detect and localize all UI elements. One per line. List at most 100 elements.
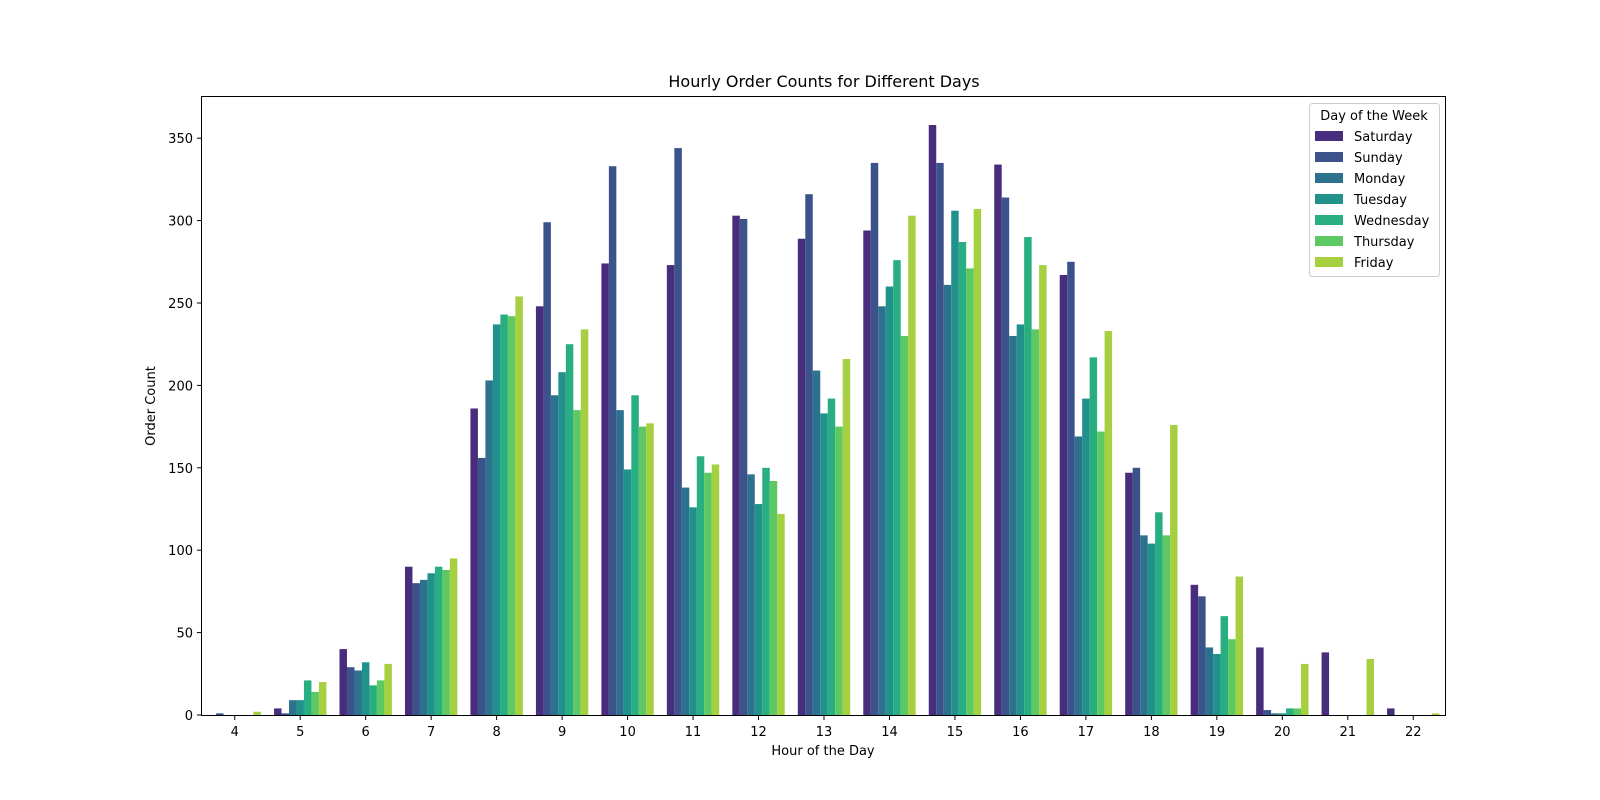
x-tick-label: 9	[558, 725, 566, 740]
x-tick-label: 7	[427, 725, 435, 740]
chart-title: Hourly Order Counts for Different Days	[668, 72, 979, 91]
bar-saturday-hour-5	[274, 708, 282, 715]
bar-saturday-hour-10	[601, 263, 609, 715]
bar-friday-hour-11	[711, 464, 720, 715]
bar-friday-hour-16	[1039, 265, 1047, 715]
bar-tuesday-hour-5	[296, 700, 304, 715]
y-tick-label: 50	[176, 627, 193, 642]
legend-label-friday: Friday	[1354, 256, 1394, 271]
bar-friday-hour-20	[1301, 663, 1309, 715]
bar-saturday-hour-9	[535, 306, 544, 715]
bar-tuesday-hour-13	[820, 413, 828, 715]
bar-friday-hour-10	[646, 423, 654, 715]
bar-monday-hour-19	[1205, 647, 1214, 715]
x-tick-label: 4	[231, 725, 239, 740]
legend-swatch-saturday	[1315, 131, 1343, 141]
bar-wednesday-hour-18	[1155, 512, 1163, 715]
x-tick-label: 20	[1274, 725, 1291, 740]
bar-friday-hour-19	[1235, 576, 1244, 715]
bar-wednesday-hour-14	[893, 260, 901, 715]
bar-wednesday-hour-10	[631, 395, 639, 715]
bar-friday-hour-5	[318, 682, 327, 715]
bar-sunday-hour-12	[739, 218, 748, 715]
legend-swatch-sunday	[1315, 152, 1343, 162]
x-tick-label: 22	[1405, 725, 1422, 740]
bar-monday-hour-13	[812, 370, 821, 715]
bar-tuesday-hour-18	[1147, 543, 1156, 715]
bar-monday-hour-6	[354, 670, 362, 715]
bar-tuesday-hour-20	[1278, 713, 1287, 715]
y-axis-label: Order Count	[144, 366, 159, 446]
bar-tuesday-hour-17	[1082, 398, 1090, 715]
bar-saturday-hour-13	[797, 238, 806, 716]
x-tick-label: 21	[1340, 725, 1357, 740]
bar-wednesday-hour-15	[958, 242, 967, 715]
bar-thursday-hour-13	[835, 426, 843, 715]
bar-tuesday-hour-7	[427, 573, 435, 715]
bar-wednesday-hour-5	[303, 680, 312, 715]
x-tick-label: 13	[816, 725, 833, 740]
bar-friday-hour-22	[1431, 713, 1440, 715]
bar-sunday-hour-5	[281, 713, 289, 715]
bar-monday-hour-12	[747, 474, 755, 715]
bar-thursday-hour-11	[704, 472, 712, 715]
bar-tuesday-hour-10	[623, 469, 632, 715]
bar-thursday-hour-17	[1097, 431, 1105, 715]
bar-monday-hour-15	[943, 284, 952, 715]
bar-thursday-hour-19	[1228, 639, 1236, 715]
bar-thursday-hour-7	[442, 569, 450, 715]
bar-saturday-hour-6	[339, 649, 347, 715]
bar-wednesday-hour-20	[1286, 708, 1294, 715]
bar-monday-hour-17	[1074, 436, 1083, 715]
bar-friday-hour-8	[515, 296, 523, 715]
bar-wednesday-hour-16	[1024, 237, 1032, 715]
bar-wednesday-hour-17	[1089, 357, 1098, 715]
bars-layer	[216, 125, 1440, 716]
legend-title: Day of the Week	[1320, 109, 1428, 124]
y-tick-label: 100	[168, 544, 193, 559]
x-tick-label: 5	[296, 725, 304, 740]
bar-wednesday-hour-6	[369, 685, 377, 715]
x-axis: 4 5 6 7 8 9 10 11 12 13 14 15 16 17 18 19 20 21 22	[231, 715, 1422, 740]
bar-saturday-hour-16	[994, 164, 1002, 715]
bar-tuesday-hour-15	[951, 210, 959, 715]
bar-monday-hour-11	[681, 487, 690, 715]
bar-saturday-hour-19	[1190, 584, 1199, 715]
bar-tuesday-hour-6	[361, 662, 370, 715]
bar-tuesday-hour-9	[558, 372, 566, 715]
bar-friday-hour-18	[1170, 424, 1178, 715]
legend-label-sunday: Sunday	[1354, 151, 1403, 166]
bar-sunday-hour-15	[936, 162, 944, 716]
bar-monday-hour-5	[288, 700, 297, 715]
bar-wednesday-hour-19	[1220, 616, 1229, 715]
y-tick-label: 350	[168, 132, 193, 147]
bar-saturday-hour-18	[1125, 472, 1133, 715]
x-tick-label: 17	[1078, 725, 1095, 740]
legend-items: Saturday Sunday Monday Tuesday Wednesday Thur…	[1315, 130, 1430, 271]
bar-sunday-hour-18	[1132, 467, 1141, 715]
bar-wednesday-hour-13	[827, 398, 836, 715]
bar-sunday-hour-17	[1067, 261, 1075, 715]
legend-label-tuesday: Tuesday	[1353, 193, 1407, 208]
bar-friday-hour-12	[777, 513, 785, 715]
legend-swatch-tuesday	[1315, 194, 1343, 204]
y-tick-label: 200	[168, 379, 193, 394]
bar-sunday-hour-6	[346, 667, 355, 715]
bar-saturday-hour-15	[928, 125, 937, 715]
bar-thursday-hour-20	[1293, 708, 1302, 715]
bar-friday-hour-7	[449, 558, 458, 715]
bar-thursday-hour-16	[1031, 329, 1040, 715]
x-tick-label: 16	[1012, 725, 1029, 740]
legend-swatch-monday	[1315, 173, 1343, 183]
bar-monday-hour-14	[878, 306, 886, 715]
bar-thursday-hour-9	[573, 410, 581, 715]
bar-sunday-hour-20	[1263, 710, 1272, 715]
bar-tuesday-hour-11	[689, 507, 697, 715]
bar-friday-hour-15	[973, 209, 982, 715]
x-tick-label: 14	[881, 725, 898, 740]
y-tick-label: 150	[168, 462, 193, 477]
x-tick-label: 12	[750, 725, 767, 740]
bar-tuesday-hour-12	[754, 504, 763, 715]
bar-saturday-hour-7	[404, 566, 413, 715]
